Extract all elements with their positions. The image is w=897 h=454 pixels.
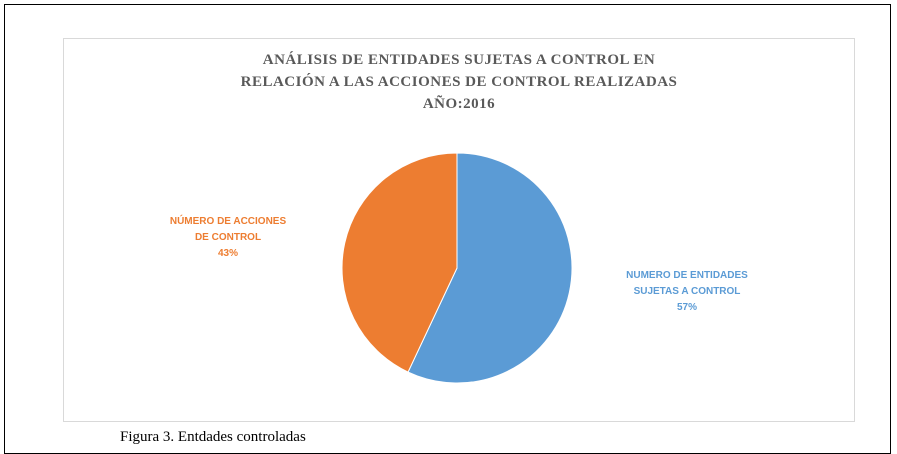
pie-slice xyxy=(407,152,573,384)
chart-title: ANÁLISIS DE ENTIDADES SUJETAS A CONTROL … xyxy=(262,52,656,68)
slice-label: NÚMERO DE ACCIONES DE CONTROL 43% xyxy=(163,214,293,262)
pie-slice xyxy=(341,152,458,373)
chart-title: AÑO:2016 xyxy=(422,96,496,112)
chart-title: RELACIÓN A LAS ACCIONES DE CONTROL REALI… xyxy=(240,74,678,90)
slice-name: NÚMERO DE ACCIONES DE CONTROL xyxy=(169,216,287,243)
caption: Figura 3. Entdades controladas xyxy=(120,429,306,445)
slice-name: NUMERO DE ENTIDADES SUJETAS A CONTROL xyxy=(626,270,748,297)
slice-label: NUMERO DE ENTIDADES SUJETAS A CONTROL 57… xyxy=(612,268,762,316)
chart-frame xyxy=(63,38,855,422)
slice-value: 43% xyxy=(217,248,238,259)
slice-value: 57% xyxy=(676,302,697,313)
